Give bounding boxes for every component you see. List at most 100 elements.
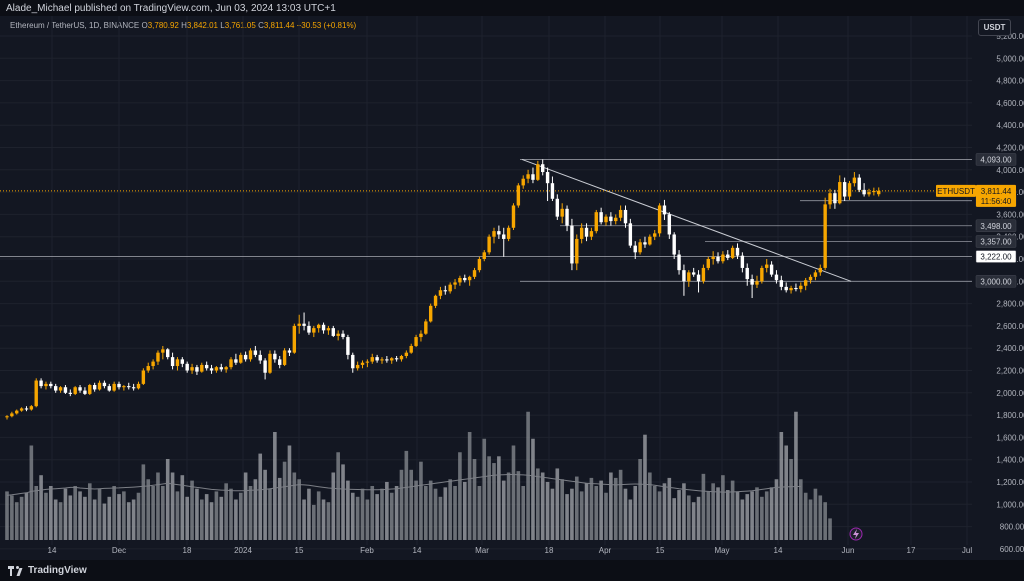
- candle-body[interactable]: [156, 352, 160, 362]
- candle-body[interactable]: [321, 324, 326, 331]
- candle-body[interactable]: [424, 321, 428, 334]
- candle-body[interactable]: [336, 333, 340, 336]
- candle-body[interactable]: [677, 254, 681, 271]
- candle-body[interactable]: [58, 387, 63, 391]
- candle-body[interactable]: [599, 212, 603, 223]
- candle-body[interactable]: [385, 359, 389, 361]
- candle-body[interactable]: [463, 277, 467, 281]
- candle-body[interactable]: [579, 227, 584, 239]
- candle-body[interactable]: [750, 279, 754, 285]
- candle-body[interactable]: [628, 223, 633, 246]
- candle-body[interactable]: [453, 282, 457, 285]
- candle-body[interactable]: [633, 245, 637, 253]
- candle-body[interactable]: [433, 295, 438, 306]
- candle-body[interactable]: [536, 164, 540, 180]
- candle-body[interactable]: [370, 357, 374, 362]
- candle-body[interactable]: [346, 337, 350, 355]
- candle-body[interactable]: [24, 408, 29, 410]
- candle-body[interactable]: [97, 382, 102, 390]
- candle-body[interactable]: [691, 272, 696, 275]
- candle-body[interactable]: [497, 231, 501, 235]
- candle-body[interactable]: [862, 189, 866, 195]
- candle-body[interactable]: [375, 357, 379, 361]
- candle-body[interactable]: [711, 256, 715, 259]
- candle-body[interactable]: [458, 277, 462, 283]
- candle-body[interactable]: [326, 328, 331, 331]
- candle-body[interactable]: [531, 174, 535, 180]
- candle-body[interactable]: [818, 267, 822, 273]
- candle-body[interactable]: [618, 209, 623, 218]
- candle-body[interactable]: [726, 254, 730, 258]
- candle-body[interactable]: [268, 353, 272, 373]
- candle-body[interactable]: [842, 182, 847, 197]
- candle-body[interactable]: [15, 410, 19, 414]
- candle-body[interactable]: [112, 383, 116, 391]
- candle-body[interactable]: [399, 356, 404, 360]
- candle-body[interactable]: [394, 358, 399, 360]
- candle-body[interactable]: [774, 274, 779, 281]
- candle-body[interactable]: [852, 177, 857, 184]
- candle-body[interactable]: [784, 286, 788, 291]
- candle-body[interactable]: [258, 354, 262, 361]
- candle-body[interactable]: [847, 183, 852, 197]
- candle-body[interactable]: [638, 242, 642, 253]
- candle-body[interactable]: [667, 214, 672, 235]
- candle-body[interactable]: [803, 280, 808, 286]
- candle-body[interactable]: [414, 337, 418, 346]
- candle-body[interactable]: [696, 274, 701, 282]
- candle-body[interactable]: [657, 205, 662, 234]
- candle-body[interactable]: [482, 252, 486, 259]
- candle-body[interactable]: [278, 359, 282, 365]
- candle-body[interactable]: [838, 182, 842, 204]
- candle-body[interactable]: [127, 386, 131, 388]
- candle-body[interactable]: [687, 272, 691, 282]
- candle-body[interactable]: [107, 386, 111, 391]
- candle-body[interactable]: [550, 183, 555, 199]
- symbol-description[interactable]: Ethereum / TetherUS, 1D, BINANCE: [10, 21, 140, 30]
- candle-body[interactable]: [34, 380, 38, 407]
- candle-body[interactable]: [570, 225, 574, 264]
- candle-body[interactable]: [248, 350, 253, 360]
- candle-body[interactable]: [390, 358, 394, 361]
- currency-button[interactable]: USDT: [978, 19, 1011, 36]
- candle-body[interactable]: [740, 255, 745, 268]
- candle-body[interactable]: [409, 345, 413, 353]
- candle-body[interactable]: [166, 349, 170, 358]
- candle-body[interactable]: [273, 353, 277, 360]
- price-level-tag[interactable]: [975, 219, 1017, 233]
- candle-body[interactable]: [545, 172, 550, 184]
- candle-body[interactable]: [477, 259, 482, 271]
- candle-body[interactable]: [511, 205, 516, 228]
- candle-body[interactable]: [360, 362, 365, 365]
- candle-body[interactable]: [136, 383, 141, 389]
- candle-body[interactable]: [594, 212, 598, 232]
- candle-body[interactable]: [799, 285, 803, 290]
- candle-body[interactable]: [380, 359, 384, 361]
- candle-body[interactable]: [706, 259, 710, 268]
- candle-body[interactable]: [487, 236, 491, 253]
- candle-body[interactable]: [404, 352, 409, 357]
- candle-body[interactable]: [794, 287, 798, 290]
- candle-body[interactable]: [682, 270, 686, 282]
- candle-body[interactable]: [39, 380, 43, 387]
- candle-body[interactable]: [526, 174, 530, 179]
- candle-body[interactable]: [760, 267, 764, 282]
- candle-body[interactable]: [672, 234, 676, 255]
- candle-body[interactable]: [877, 190, 881, 195]
- candle-body[interactable]: [565, 208, 569, 226]
- candle-body[interactable]: [779, 280, 784, 287]
- candle-body[interactable]: [560, 208, 564, 217]
- candle-body[interactable]: [102, 382, 107, 387]
- candle-body[interactable]: [701, 267, 706, 282]
- price-level-tag[interactable]: [975, 275, 1017, 288]
- candle-body[interactable]: [648, 236, 652, 245]
- candle-body[interactable]: [234, 359, 238, 363]
- candle-body[interactable]: [88, 384, 92, 394]
- candle-body[interactable]: [200, 364, 204, 372]
- candle-body[interactable]: [307, 325, 311, 333]
- candle-body[interactable]: [331, 328, 335, 336]
- candle-body[interactable]: [833, 193, 837, 204]
- candle-body[interactable]: [492, 231, 496, 237]
- candle-body[interactable]: [614, 217, 618, 222]
- price-level-tag[interactable]: [975, 153, 1017, 166]
